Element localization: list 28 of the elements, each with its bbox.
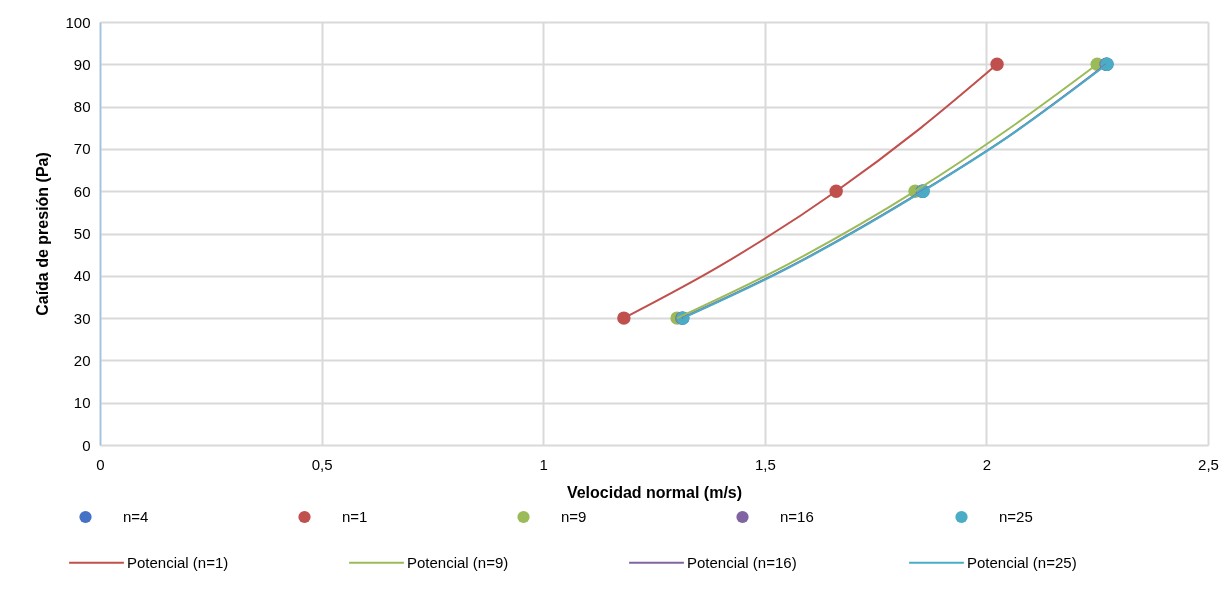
x-tick-label: 2,5 <box>1198 455 1219 473</box>
y-tick-label: 0 <box>82 436 91 454</box>
legend-label: Potencial (n=9) <box>407 553 509 571</box>
y-tick-label: 70 <box>73 140 91 158</box>
legend-label: n=4 <box>123 508 149 525</box>
y-axis-title: Caída de presión (Pa) <box>34 152 52 316</box>
y-tick-label: 90 <box>73 55 91 73</box>
legend-label: Potencial (n=25) <box>967 553 1077 571</box>
x-tick-label: 1 <box>539 455 548 473</box>
legend-label: Potencial (n=16) <box>687 553 797 571</box>
y-tick-label: 20 <box>73 351 91 369</box>
y-tick-label: 80 <box>73 98 91 116</box>
y-tick-label: 10 <box>73 394 91 412</box>
x-tick-label: 1,5 <box>754 455 776 473</box>
y-tick-label: 50 <box>73 225 91 242</box>
legend-label: n=16 <box>780 508 814 525</box>
legend-label: n=9 <box>561 508 587 525</box>
x-tick-label: 2 <box>982 455 992 473</box>
legend-label: n=1 <box>342 508 368 525</box>
legend-label: n=25 <box>999 508 1033 525</box>
x-tick-label: 0 <box>96 455 105 473</box>
x-axis-title: Velocidad normal (m/s) <box>566 483 743 501</box>
y-tick-label: 60 <box>73 182 91 200</box>
y-tick-label: 100 <box>65 13 91 31</box>
y-tick-label: 40 <box>73 267 91 285</box>
legend-label: Potencial (n=1) <box>127 553 229 571</box>
x-tick-label: 0,5 <box>311 455 333 473</box>
y-tick-label: 30 <box>73 309 91 327</box>
